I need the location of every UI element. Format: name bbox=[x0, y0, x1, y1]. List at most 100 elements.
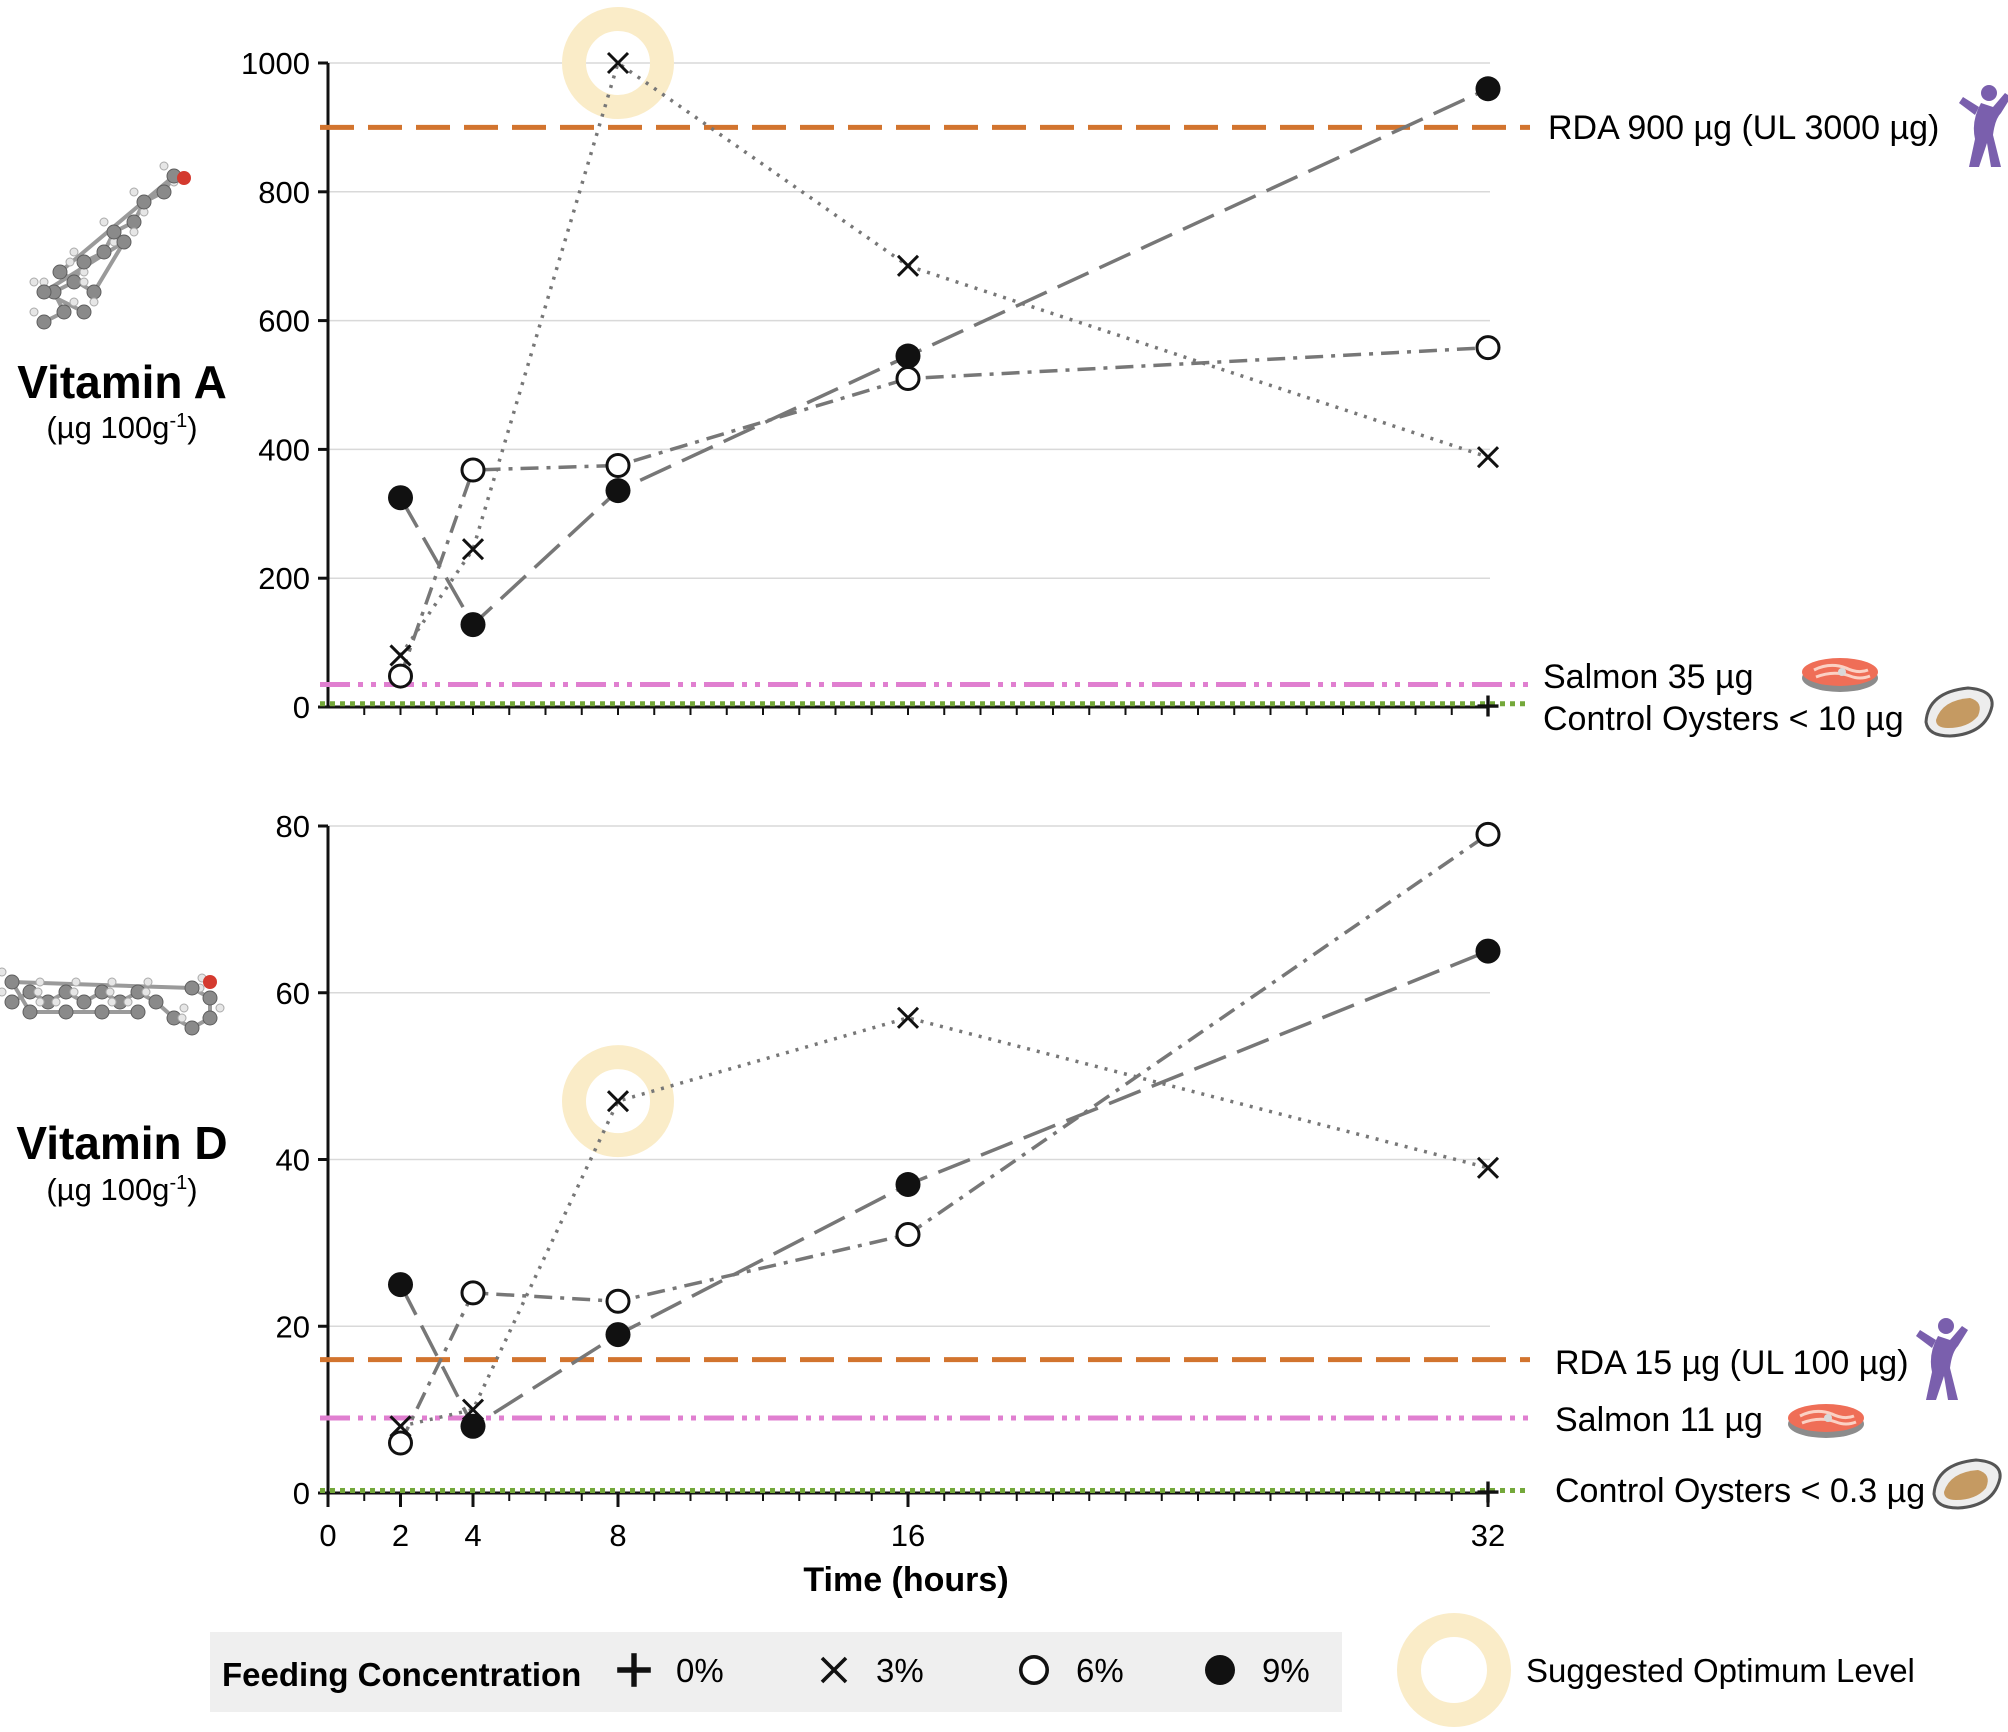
data-point-3pct bbox=[606, 1090, 630, 1113]
x-tick-label: 32 bbox=[1471, 1518, 1505, 1553]
atom bbox=[184, 1020, 200, 1036]
data-point-6pct bbox=[895, 366, 921, 392]
person-arm bbox=[1916, 1330, 1936, 1348]
data-point-6pct bbox=[388, 1430, 413, 1456]
oyster-meat bbox=[1936, 698, 1980, 728]
reference-label: Control Oysters < 0.3 µg bbox=[1555, 1472, 1925, 1510]
atom bbox=[86, 284, 102, 300]
x-tick-label: 4 bbox=[464, 1518, 481, 1553]
legend-item-label: 9% bbox=[1262, 1652, 1310, 1689]
atom bbox=[156, 184, 172, 200]
hydrogen bbox=[107, 977, 117, 987]
salmon-stripe bbox=[1799, 1409, 1855, 1420]
y-tick-label: 200 bbox=[258, 561, 310, 596]
y-tick-label: 1000 bbox=[241, 46, 310, 81]
salmon-bone bbox=[1838, 668, 1846, 676]
vitamin-d-title: Vitamin D bbox=[16, 1117, 227, 1169]
atom bbox=[126, 214, 142, 230]
hydrogen bbox=[141, 987, 151, 997]
data-point-6pct bbox=[460, 457, 486, 483]
data-point-9pct bbox=[460, 612, 486, 638]
y-tick-label: 0 bbox=[293, 1476, 310, 1511]
legend-marker-0pct bbox=[617, 1653, 651, 1687]
salmon-bone bbox=[1824, 1414, 1832, 1422]
data-point-6pct bbox=[1475, 335, 1501, 361]
filled-circle-marker bbox=[895, 343, 921, 369]
salmon-stripe bbox=[1813, 663, 1869, 674]
atom bbox=[76, 254, 92, 270]
calciferol-structure bbox=[0, 967, 225, 1036]
data-point-3pct bbox=[896, 1006, 920, 1029]
data-point-3pct bbox=[896, 254, 920, 277]
legend-item-label: 6% bbox=[1076, 1652, 1124, 1689]
legend-marker-3pct bbox=[820, 1656, 848, 1684]
open-circle-marker bbox=[1475, 821, 1501, 847]
hydrogen bbox=[129, 227, 139, 237]
filled-circle-marker bbox=[1475, 76, 1501, 102]
data-point-3pct bbox=[606, 51, 630, 75]
data-point-9pct bbox=[388, 1272, 413, 1298]
atom bbox=[116, 234, 132, 250]
data-point-9pct bbox=[605, 478, 631, 504]
open-circle-marker bbox=[895, 366, 921, 392]
open-circle-marker bbox=[1018, 1655, 1049, 1686]
data-point-6pct bbox=[460, 1280, 486, 1306]
series-line-9pct bbox=[398, 949, 1489, 1429]
data-point-9pct bbox=[1475, 76, 1501, 102]
series-line-9pct bbox=[398, 87, 1489, 628]
atom bbox=[202, 990, 218, 1006]
vitamin-d-unit: (µg 100g-1) bbox=[46, 1172, 197, 1207]
x-marker-stroke bbox=[820, 1656, 848, 1684]
y-tick-label: 0 bbox=[293, 690, 310, 725]
vitamin-a-unit: (µg 100g-1) bbox=[46, 410, 197, 445]
legend-title: Feeding Concentration bbox=[222, 1656, 581, 1693]
hydrogen bbox=[89, 297, 99, 307]
data-point-9pct bbox=[1475, 938, 1501, 964]
hydrogen bbox=[69, 987, 79, 997]
atom bbox=[148, 994, 164, 1010]
hydrogen bbox=[177, 1013, 187, 1023]
oyster-meat bbox=[1944, 1470, 1988, 1500]
atom bbox=[76, 994, 92, 1010]
legend-marker-6pct bbox=[1018, 1655, 1049, 1686]
y-tick-label: 800 bbox=[258, 175, 310, 210]
retinol-structure bbox=[29, 161, 191, 330]
hydrogen bbox=[99, 217, 109, 227]
data-point-3pct bbox=[461, 538, 485, 561]
open-circle-marker bbox=[605, 453, 631, 478]
data-point-9pct bbox=[460, 1413, 486, 1439]
atom bbox=[36, 284, 52, 300]
atom bbox=[106, 224, 122, 240]
hydrogen bbox=[51, 997, 61, 1007]
open-circle-marker bbox=[1475, 335, 1501, 361]
legend-marker-9pct bbox=[1205, 1655, 1235, 1685]
x-tick-label: 2 bbox=[392, 1518, 409, 1553]
oxygen-atom bbox=[177, 171, 191, 185]
hydrogen bbox=[179, 1003, 189, 1013]
salmon-stripe bbox=[1801, 1417, 1857, 1426]
open-circle-marker bbox=[460, 457, 486, 483]
open-circle-marker bbox=[460, 1280, 486, 1306]
legend-optimum-label: Suggested Optimum Level bbox=[1526, 1652, 1915, 1689]
optimum-ring bbox=[562, 1045, 674, 1158]
y-tick-label: 40 bbox=[276, 1143, 310, 1178]
atom bbox=[94, 1004, 110, 1020]
hydrogen bbox=[215, 1003, 225, 1013]
reference-label: Salmon 35 µg bbox=[1543, 658, 1754, 696]
reference-label: Control Oysters < 10 µg bbox=[1543, 700, 1904, 738]
atom bbox=[96, 244, 112, 260]
series-line-3pct bbox=[400, 1015, 1489, 1429]
person-head bbox=[1981, 85, 1997, 101]
x-tick-label: 16 bbox=[891, 1518, 925, 1553]
x-tick-label: 8 bbox=[609, 1518, 626, 1553]
data-point-9pct bbox=[895, 343, 921, 369]
vitamin-d-molecule-icon bbox=[0, 967, 225, 1036]
x-marker-stroke bbox=[896, 1006, 920, 1029]
hydrogen bbox=[107, 997, 117, 1007]
x-marker-stroke bbox=[896, 254, 920, 277]
bond bbox=[92, 240, 126, 294]
hydrogen bbox=[33, 987, 43, 997]
data-point-3pct bbox=[1476, 446, 1500, 469]
